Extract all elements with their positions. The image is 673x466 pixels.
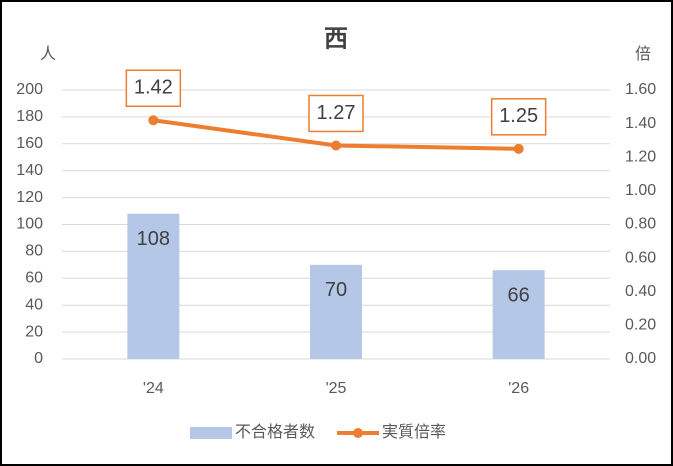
bar — [310, 264, 362, 359]
x-tick-label: '25 — [326, 380, 347, 397]
y-tick-label: 0 — [34, 350, 43, 367]
bar — [492, 270, 545, 359]
y2-tick-label: 0.00 — [625, 350, 656, 367]
data-label: 1.42 — [134, 77, 173, 99]
y-tick-label: 20 — [25, 323, 43, 340]
y2-tick-label: 0.80 — [625, 216, 656, 233]
x-tick-label: '24 — [143, 380, 164, 397]
y2-tick-label: 1.00 — [625, 182, 656, 199]
y2-tick-label: 0.60 — [625, 249, 656, 266]
data-label-box — [308, 94, 364, 133]
y2-tick-label: 1.40 — [625, 115, 656, 132]
y2-tick-label: 0.20 — [625, 317, 656, 334]
chart-title: 西 — [324, 25, 348, 52]
legend-swatch — [190, 427, 232, 439]
y2-tick-label: 0.40 — [625, 283, 656, 300]
data-label: 1.27 — [317, 102, 356, 124]
y-tick-label: 160 — [16, 135, 43, 152]
y2-tick-label: 1.60 — [625, 81, 656, 98]
x-tick-label: '26 — [508, 380, 529, 397]
y-tick-label: 40 — [25, 296, 43, 313]
legend-label: 実質倍率 — [382, 423, 446, 441]
y-tick-label: 180 — [16, 108, 43, 125]
marker — [148, 115, 159, 126]
legend-label: 不合格者数 — [235, 423, 315, 441]
y-tick-label: 200 — [16, 81, 43, 98]
data-label: 66 — [508, 285, 530, 307]
bar — [127, 213, 180, 359]
marker — [331, 140, 341, 151]
data-label-box — [125, 69, 182, 108]
data-label: 70 — [325, 279, 347, 301]
y-tick-label: 60 — [25, 270, 43, 287]
marker — [513, 143, 524, 154]
y-tick-label: 100 — [16, 216, 43, 233]
data-label: 108 — [137, 228, 170, 250]
y-tick-label: 140 — [16, 162, 43, 179]
y2-axis-title: 倍 — [635, 45, 651, 63]
y2-tick-label: 1.20 — [625, 148, 656, 165]
y-tick-label: 80 — [25, 243, 43, 260]
y-tick-label: 120 — [16, 189, 43, 206]
legend-swatch — [353, 428, 364, 438]
y-axis-title: 人 — [40, 45, 56, 63]
data-label: 1.25 — [499, 105, 538, 127]
data-label-box — [490, 98, 547, 136]
